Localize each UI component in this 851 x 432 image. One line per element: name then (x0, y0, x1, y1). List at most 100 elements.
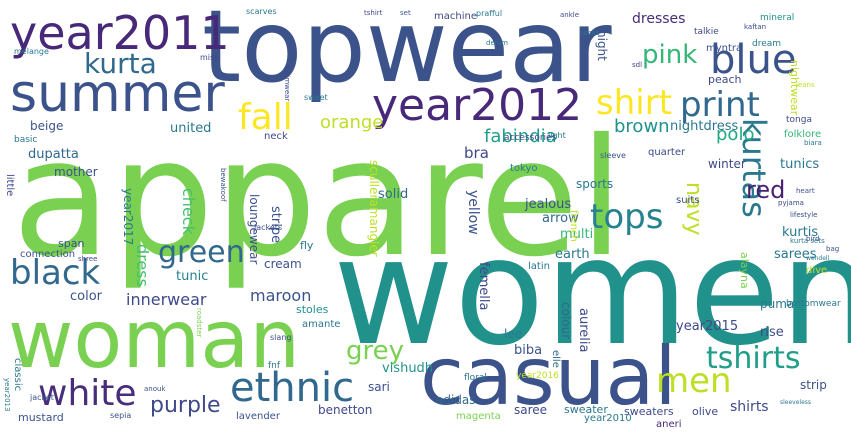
word-peach: peach (708, 73, 742, 86)
word-polo: polo (716, 124, 755, 145)
word-latin: latin (528, 261, 550, 272)
word-miss: miss (200, 53, 219, 62)
word-blue: blue (710, 37, 797, 83)
word-ankle: ankle (560, 11, 580, 19)
word-femella: femella (476, 262, 491, 311)
word-vishudh: vishudh (382, 361, 434, 376)
word-print: print (680, 85, 760, 125)
word-alayna: alayna (738, 252, 751, 289)
word-tunic: tunic (176, 269, 209, 284)
word-classic: classic (12, 358, 23, 392)
word-fall: fall (238, 97, 293, 138)
word-apparel: apparel (12, 105, 624, 293)
word-brown: brown (614, 116, 670, 137)
word-nightdress: nightdress (670, 119, 739, 134)
word-woman: woman (8, 293, 301, 386)
word-kurta: kurta (84, 47, 157, 80)
word-casual: casual (420, 330, 677, 423)
word-strip: strip (800, 378, 827, 392)
word-pink: pink (642, 40, 698, 70)
word-colour: colour (559, 302, 573, 340)
word-jeans: jeans (796, 81, 815, 89)
word-bird: bird (806, 235, 820, 243)
word-year2016: year2016 (516, 371, 559, 381)
word-myntra: myntra (706, 43, 743, 54)
word-sleeve: sleeve (600, 151, 626, 160)
word-quarter: quarter (648, 147, 686, 158)
word-earth: earth (555, 247, 590, 262)
word-benetton: benetton (318, 403, 373, 417)
word-prafful: prafful (476, 9, 503, 18)
word-mineral: mineral (760, 13, 795, 23)
word-year2010: year2010 (584, 413, 632, 424)
word-tunics: tunics (780, 157, 820, 172)
word-tshirts: tshirts (706, 341, 801, 376)
word-scarves: scarves (246, 7, 277, 16)
word-sweater: sweater (564, 403, 608, 416)
word-floral: floral (464, 373, 487, 383)
word-green: green (158, 235, 245, 270)
word-women: women (333, 206, 851, 378)
word-year2011: year2011 (10, 6, 230, 60)
word-aurelia: aurelia (576, 308, 591, 353)
word-folklore: folklore (784, 129, 822, 140)
word-sweet: sweet (304, 93, 328, 102)
word-puma: puma (760, 297, 795, 311)
word-shirt: shirt (596, 83, 673, 123)
word-maroon: maroon (250, 286, 312, 305)
word-orange: orange (320, 112, 384, 133)
word-tonga: tonga (786, 115, 812, 125)
word-men: men (656, 361, 732, 401)
word-swimwear: swimwear (283, 66, 291, 102)
word-lee: lee (504, 327, 523, 341)
word-stoles: stoles (296, 303, 329, 316)
word-ethnic: ethnic (230, 365, 355, 411)
word-bag: bag (826, 245, 840, 253)
word-navy: navy (681, 182, 706, 236)
word-wendell: wendell (806, 255, 830, 262)
word-sports: sports (576, 177, 614, 191)
word-socks: socks (580, 29, 600, 37)
word-french: french (568, 210, 579, 242)
word-slang: slang (270, 333, 292, 342)
word-white: white (38, 373, 137, 414)
word-sculleramangler: sculleramangler (367, 160, 381, 257)
word-dream: dream (752, 39, 782, 49)
word-check: check (179, 188, 198, 235)
word-olive: olive (692, 405, 719, 418)
word-set: set (400, 9, 411, 17)
word-fabindia: fabindia (484, 126, 557, 147)
word-grey: grey (346, 336, 405, 366)
word-denim: denim (486, 39, 508, 47)
word-bewakoof: bewakoof (219, 168, 227, 202)
word-anouk: anouk (144, 385, 166, 393)
word-united: united (170, 121, 212, 136)
word-talkie: talkie (694, 27, 719, 37)
word-innerwear: innerwear (126, 290, 207, 309)
word-sweaters: sweaters (624, 405, 674, 418)
word-tshirt: tshirt (364, 9, 383, 17)
word-pyjama: pyjama (778, 199, 804, 207)
word-bottomwear: bottomwear (786, 299, 841, 309)
word-year2012: year2012 (372, 80, 583, 131)
word-cream: cream (264, 257, 302, 271)
word-amante: amante (302, 319, 341, 330)
word-aneri: aneri (656, 419, 682, 430)
word-suits: suits (676, 195, 700, 206)
word-red: red (746, 176, 786, 204)
word-topwear: topwear (202, 0, 612, 105)
word-year2013: year2013 (3, 378, 11, 412)
word-jealous: jealous (525, 197, 572, 212)
word-tokyo: tokyo (510, 163, 538, 174)
word-sepia: sepia (110, 411, 132, 420)
word-roadster: roadster (195, 308, 203, 338)
word-kurtis: kurtis (782, 225, 819, 240)
word-dresses: dresses (632, 11, 686, 27)
word-shree: shree (78, 255, 98, 263)
word-fly: fly (300, 239, 314, 252)
word-fnf: fnf (268, 361, 281, 371)
word-sleeveless: sleeveless (780, 399, 812, 406)
word-jacket: jacket (30, 393, 54, 402)
word-lifestyle: lifestyle (790, 211, 818, 219)
